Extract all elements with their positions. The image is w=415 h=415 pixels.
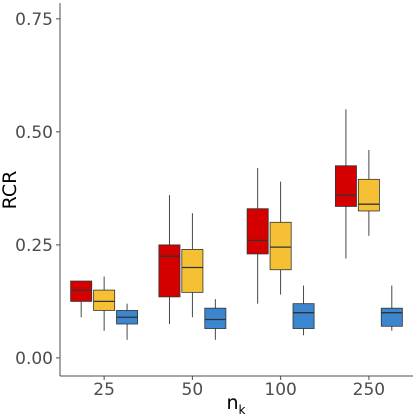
- y-axis-ticks: 0.00 0.25 0.50 0.75: [15, 10, 60, 369]
- boxplot-group: [70, 280, 93, 318]
- boxplot-box: [292, 303, 315, 329]
- boxplot-box: [380, 307, 403, 327]
- boxplot-group: [357, 149, 380, 236]
- boxplot-group: [269, 181, 292, 295]
- boxplot-box: [158, 244, 181, 298]
- x-tick-label: 50: [182, 380, 204, 400]
- boxplot-box: [181, 249, 204, 293]
- y-tick-label: 0.75: [15, 10, 53, 30]
- y-axis-title: RCR: [0, 171, 21, 210]
- x-tick-label: 25: [93, 380, 115, 400]
- boxplot-box: [204, 307, 227, 329]
- x-axis-title-main: n: [227, 392, 239, 414]
- boxplot-group: [334, 109, 357, 259]
- y-tick-label: 0.50: [15, 123, 53, 143]
- x-axis-title-subscript: k: [239, 403, 246, 415]
- boxplot-box: [246, 208, 269, 255]
- x-tick-label: 100: [264, 380, 296, 400]
- y-tick-label: 0.25: [15, 236, 53, 256]
- boxplot-box: [357, 178, 380, 212]
- boxplot-group: [158, 195, 181, 325]
- boxplot-box: [334, 165, 357, 207]
- boxplot-group: [93, 276, 116, 331]
- boxplot-box: [70, 280, 93, 302]
- boxplot-group: [246, 168, 269, 304]
- boxplot-group: [380, 285, 403, 331]
- boxplot-box: [93, 289, 116, 311]
- boxplot-group: [116, 303, 139, 340]
- boxplot-group: [181, 213, 204, 318]
- plot-content: [70, 109, 403, 340]
- x-axis-title: nk: [227, 392, 246, 415]
- boxplot-group: [204, 299, 227, 340]
- boxplot-group: [292, 285, 315, 336]
- boxplot-box: [269, 221, 292, 271]
- y-tick-label: 0.00: [15, 349, 53, 369]
- x-axis-ticks: 25 50 100 250: [93, 376, 385, 400]
- x-tick-label: 250: [353, 380, 385, 400]
